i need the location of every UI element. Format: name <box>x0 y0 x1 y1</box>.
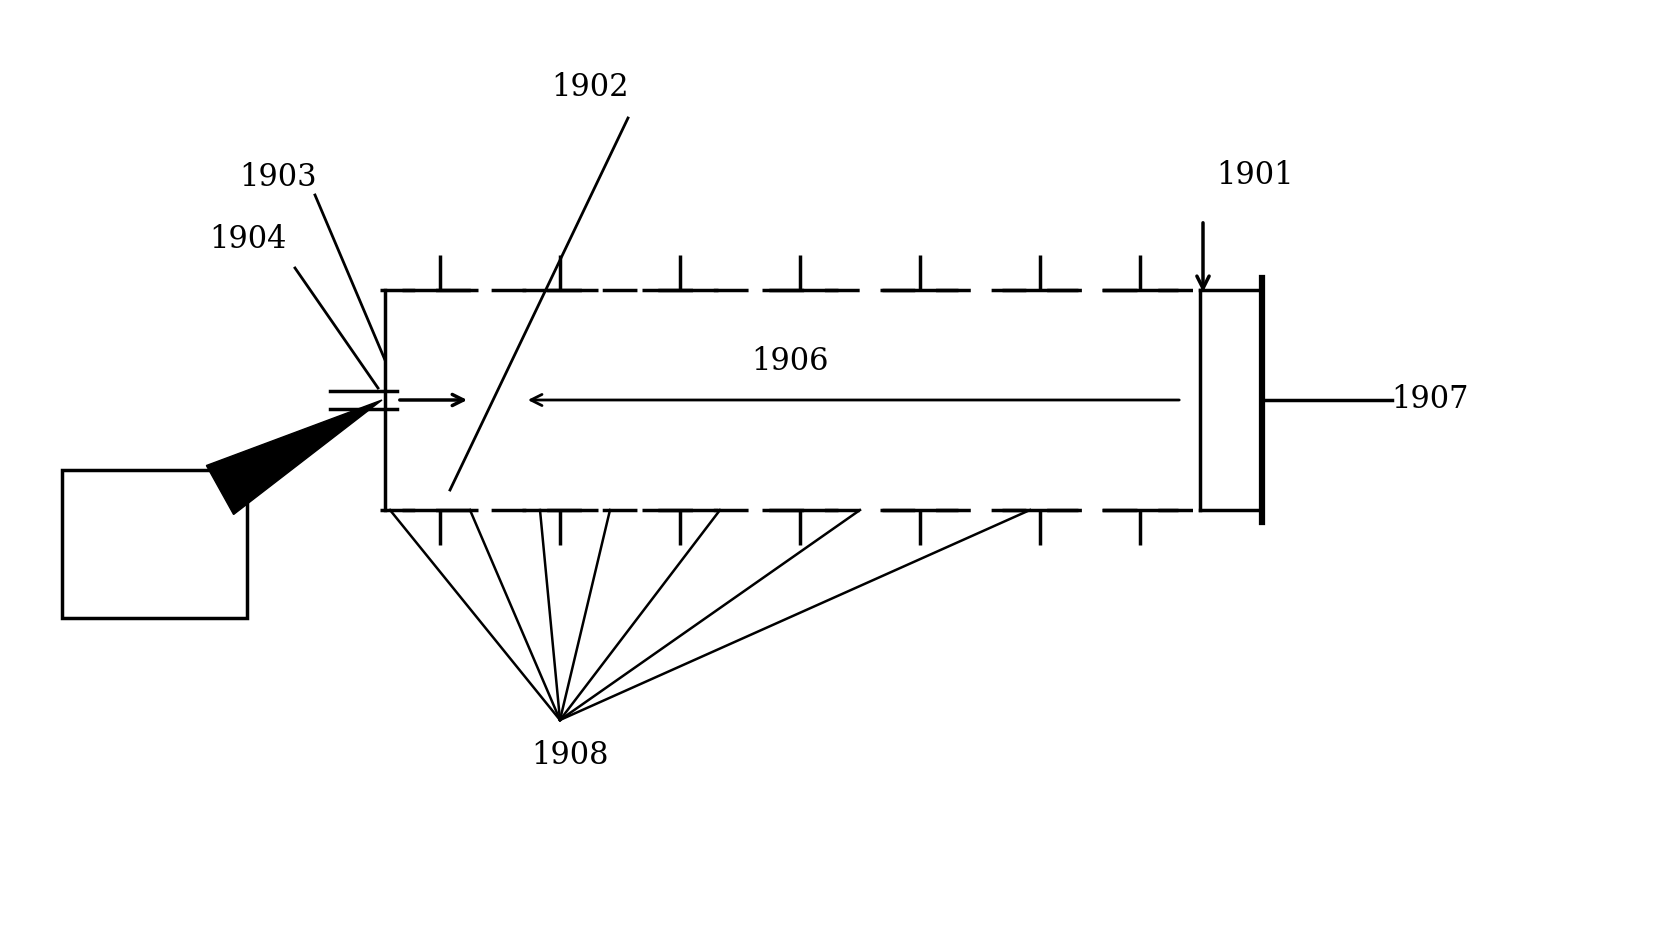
Text: 1901: 1901 <box>1216 160 1295 190</box>
Text: 1910: 1910 <box>73 529 151 561</box>
Text: 1904: 1904 <box>210 225 286 255</box>
Text: 1903: 1903 <box>240 163 316 193</box>
Text: 1907: 1907 <box>1391 385 1469 415</box>
Bar <box>62 470 246 618</box>
Text: 1908: 1908 <box>531 740 609 770</box>
Text: 1906: 1906 <box>750 347 829 378</box>
Text: 1902: 1902 <box>551 72 629 104</box>
Polygon shape <box>206 400 383 514</box>
